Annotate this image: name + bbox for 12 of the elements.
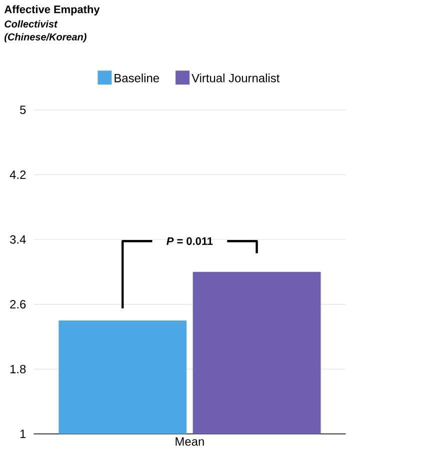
annotation: P = 0.011 bbox=[166, 237, 213, 245]
chart-subtitle: Collectivist (Chinese/Korean) bbox=[4, 20, 86, 42]
x-tick-label: Mean bbox=[176, 437, 204, 446]
y-tick-label: 2.6 bbox=[10, 300, 26, 309]
y-tick-label: 1 bbox=[20, 430, 26, 438]
y-tick-label: 4.2 bbox=[10, 170, 26, 179]
legend-label: Baseline bbox=[114, 74, 160, 82]
legend-label: Virtual Journalist bbox=[192, 74, 280, 82]
y-tick-label: 5 bbox=[20, 106, 26, 114]
y-tick-label: 1.8 bbox=[10, 364, 26, 374]
chart-title: Affective Empathy bbox=[4, 5, 100, 16]
y-tick-label: 3.4 bbox=[10, 235, 26, 244]
